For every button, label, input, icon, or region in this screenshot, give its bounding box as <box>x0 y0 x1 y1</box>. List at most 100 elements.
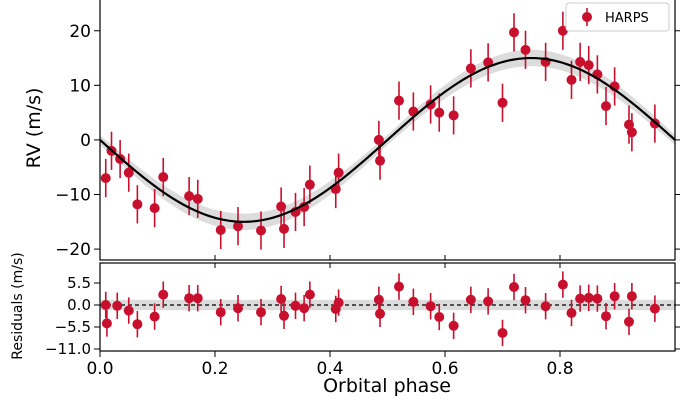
rv-y-tick-label: 10 <box>69 76 91 96</box>
rv-marker <box>434 107 445 118</box>
rv-y-tick-label: −10 <box>55 186 91 206</box>
rv-marker <box>256 225 266 236</box>
residual-data-point <box>434 303 445 331</box>
residual-data-point <box>149 303 160 330</box>
residual-marker <box>276 294 287 304</box>
residual-marker <box>394 281 404 292</box>
residual-marker <box>448 320 459 331</box>
rv-marker <box>215 224 226 235</box>
residual-data-point <box>497 319 508 347</box>
x-tick-label: 0.6 <box>431 359 458 379</box>
x-tick-label: 0.4 <box>316 359 343 379</box>
x-tick-label: 0.2 <box>201 359 228 379</box>
rv-data-point <box>158 157 169 197</box>
rv-marker <box>233 221 243 232</box>
residual-data-point <box>540 293 551 320</box>
residual-data-point <box>566 299 577 327</box>
legend-marker <box>582 12 592 22</box>
residual-marker <box>132 319 143 330</box>
residuals-y-tick-label: −11.0 <box>45 340 91 358</box>
rv-panel-frame <box>99 0 676 261</box>
residual-marker <box>609 291 620 302</box>
rv-marker <box>520 44 531 55</box>
rv-data-point <box>215 210 226 250</box>
residual-marker <box>149 311 160 322</box>
residual-data-point <box>215 299 226 326</box>
x-tick-label: 0.0 <box>86 359 113 379</box>
residual-data-point <box>575 285 586 312</box>
rv-y-ticks: −20 −10 0 10 20 <box>55 22 680 260</box>
rv-marker <box>333 167 344 178</box>
residual-marker <box>509 282 519 292</box>
rv-marker <box>184 191 195 202</box>
residual-marker <box>215 307 226 318</box>
rv-data-point <box>276 187 287 226</box>
rv-marker <box>497 97 508 108</box>
rv-y-tick-label: 20 <box>69 22 91 42</box>
legend-entry-harps: HARPS <box>605 11 649 26</box>
residual-data-point <box>299 295 310 322</box>
residual-data-point <box>256 299 266 326</box>
rv-marker <box>158 172 169 183</box>
rv-data-point <box>290 192 301 232</box>
residuals-panel: 5.5 0.0 −5.5 −11.0 0.0 0.2 0.4 0.6 0.8 Residual… <box>10 252 680 397</box>
rv-y-tick-label: −20 <box>55 240 91 260</box>
residual-data-point <box>557 271 568 298</box>
rv-data-point <box>123 153 134 192</box>
rv-marker <box>192 193 203 204</box>
residual-marker <box>299 303 310 314</box>
rv-data-point <box>434 93 445 132</box>
residual-marker <box>256 307 266 318</box>
rv-data-point <box>448 96 459 135</box>
rv-data-point <box>509 13 519 52</box>
residual-marker <box>123 305 134 316</box>
residual-data-point <box>483 288 494 315</box>
rv-data-point <box>557 11 568 50</box>
residual-data-point <box>626 283 637 310</box>
residual-marker <box>624 316 634 327</box>
residual-data-point <box>649 295 660 322</box>
residual-data-point <box>192 285 203 312</box>
rv-marker <box>123 167 134 178</box>
residual-marker <box>333 297 344 308</box>
residual-marker <box>592 293 603 304</box>
rv-data-point <box>540 42 551 81</box>
rv-x-ticks <box>99 255 561 260</box>
residual-data-point <box>333 289 344 316</box>
rv-data-point <box>256 211 266 250</box>
rv-marker <box>583 60 594 71</box>
rv-data-point <box>394 81 404 120</box>
residual-marker <box>425 301 436 312</box>
legend: HARPS <box>565 2 670 32</box>
rv-marker <box>279 223 289 234</box>
rv-marker <box>557 25 568 36</box>
residual-marker <box>557 279 568 290</box>
rv-y-tick-label: 0 <box>80 131 91 151</box>
rv-marker <box>394 95 404 106</box>
residual-data-point <box>465 286 476 313</box>
residuals-y-tick-label: 0.0 <box>67 296 91 314</box>
rv-marker <box>626 127 637 138</box>
rv-data-point <box>279 209 289 248</box>
residual-data-point <box>394 273 404 300</box>
rv-data-point <box>100 159 111 198</box>
residual-marker <box>373 294 384 305</box>
rv-marker <box>465 63 476 74</box>
rv-data-point <box>184 177 195 216</box>
residual-marker <box>601 311 611 322</box>
rv-data-point <box>373 120 384 160</box>
rv-data-points <box>100 11 660 250</box>
residual-data-point <box>601 303 611 330</box>
residual-data-point <box>100 291 111 319</box>
residual-marker <box>583 292 594 303</box>
residual-data-point <box>112 292 123 319</box>
residuals-panel-frame <box>99 262 676 352</box>
legend-frame <box>565 2 670 32</box>
rv-panel: −20 −10 0 10 20 RV (m/s) HARPS <box>23 0 680 261</box>
residual-marker <box>101 318 112 329</box>
residual-marker <box>626 291 637 302</box>
residual-marker <box>483 296 494 307</box>
rv-marker <box>575 56 586 67</box>
rv-data-point <box>649 104 660 143</box>
